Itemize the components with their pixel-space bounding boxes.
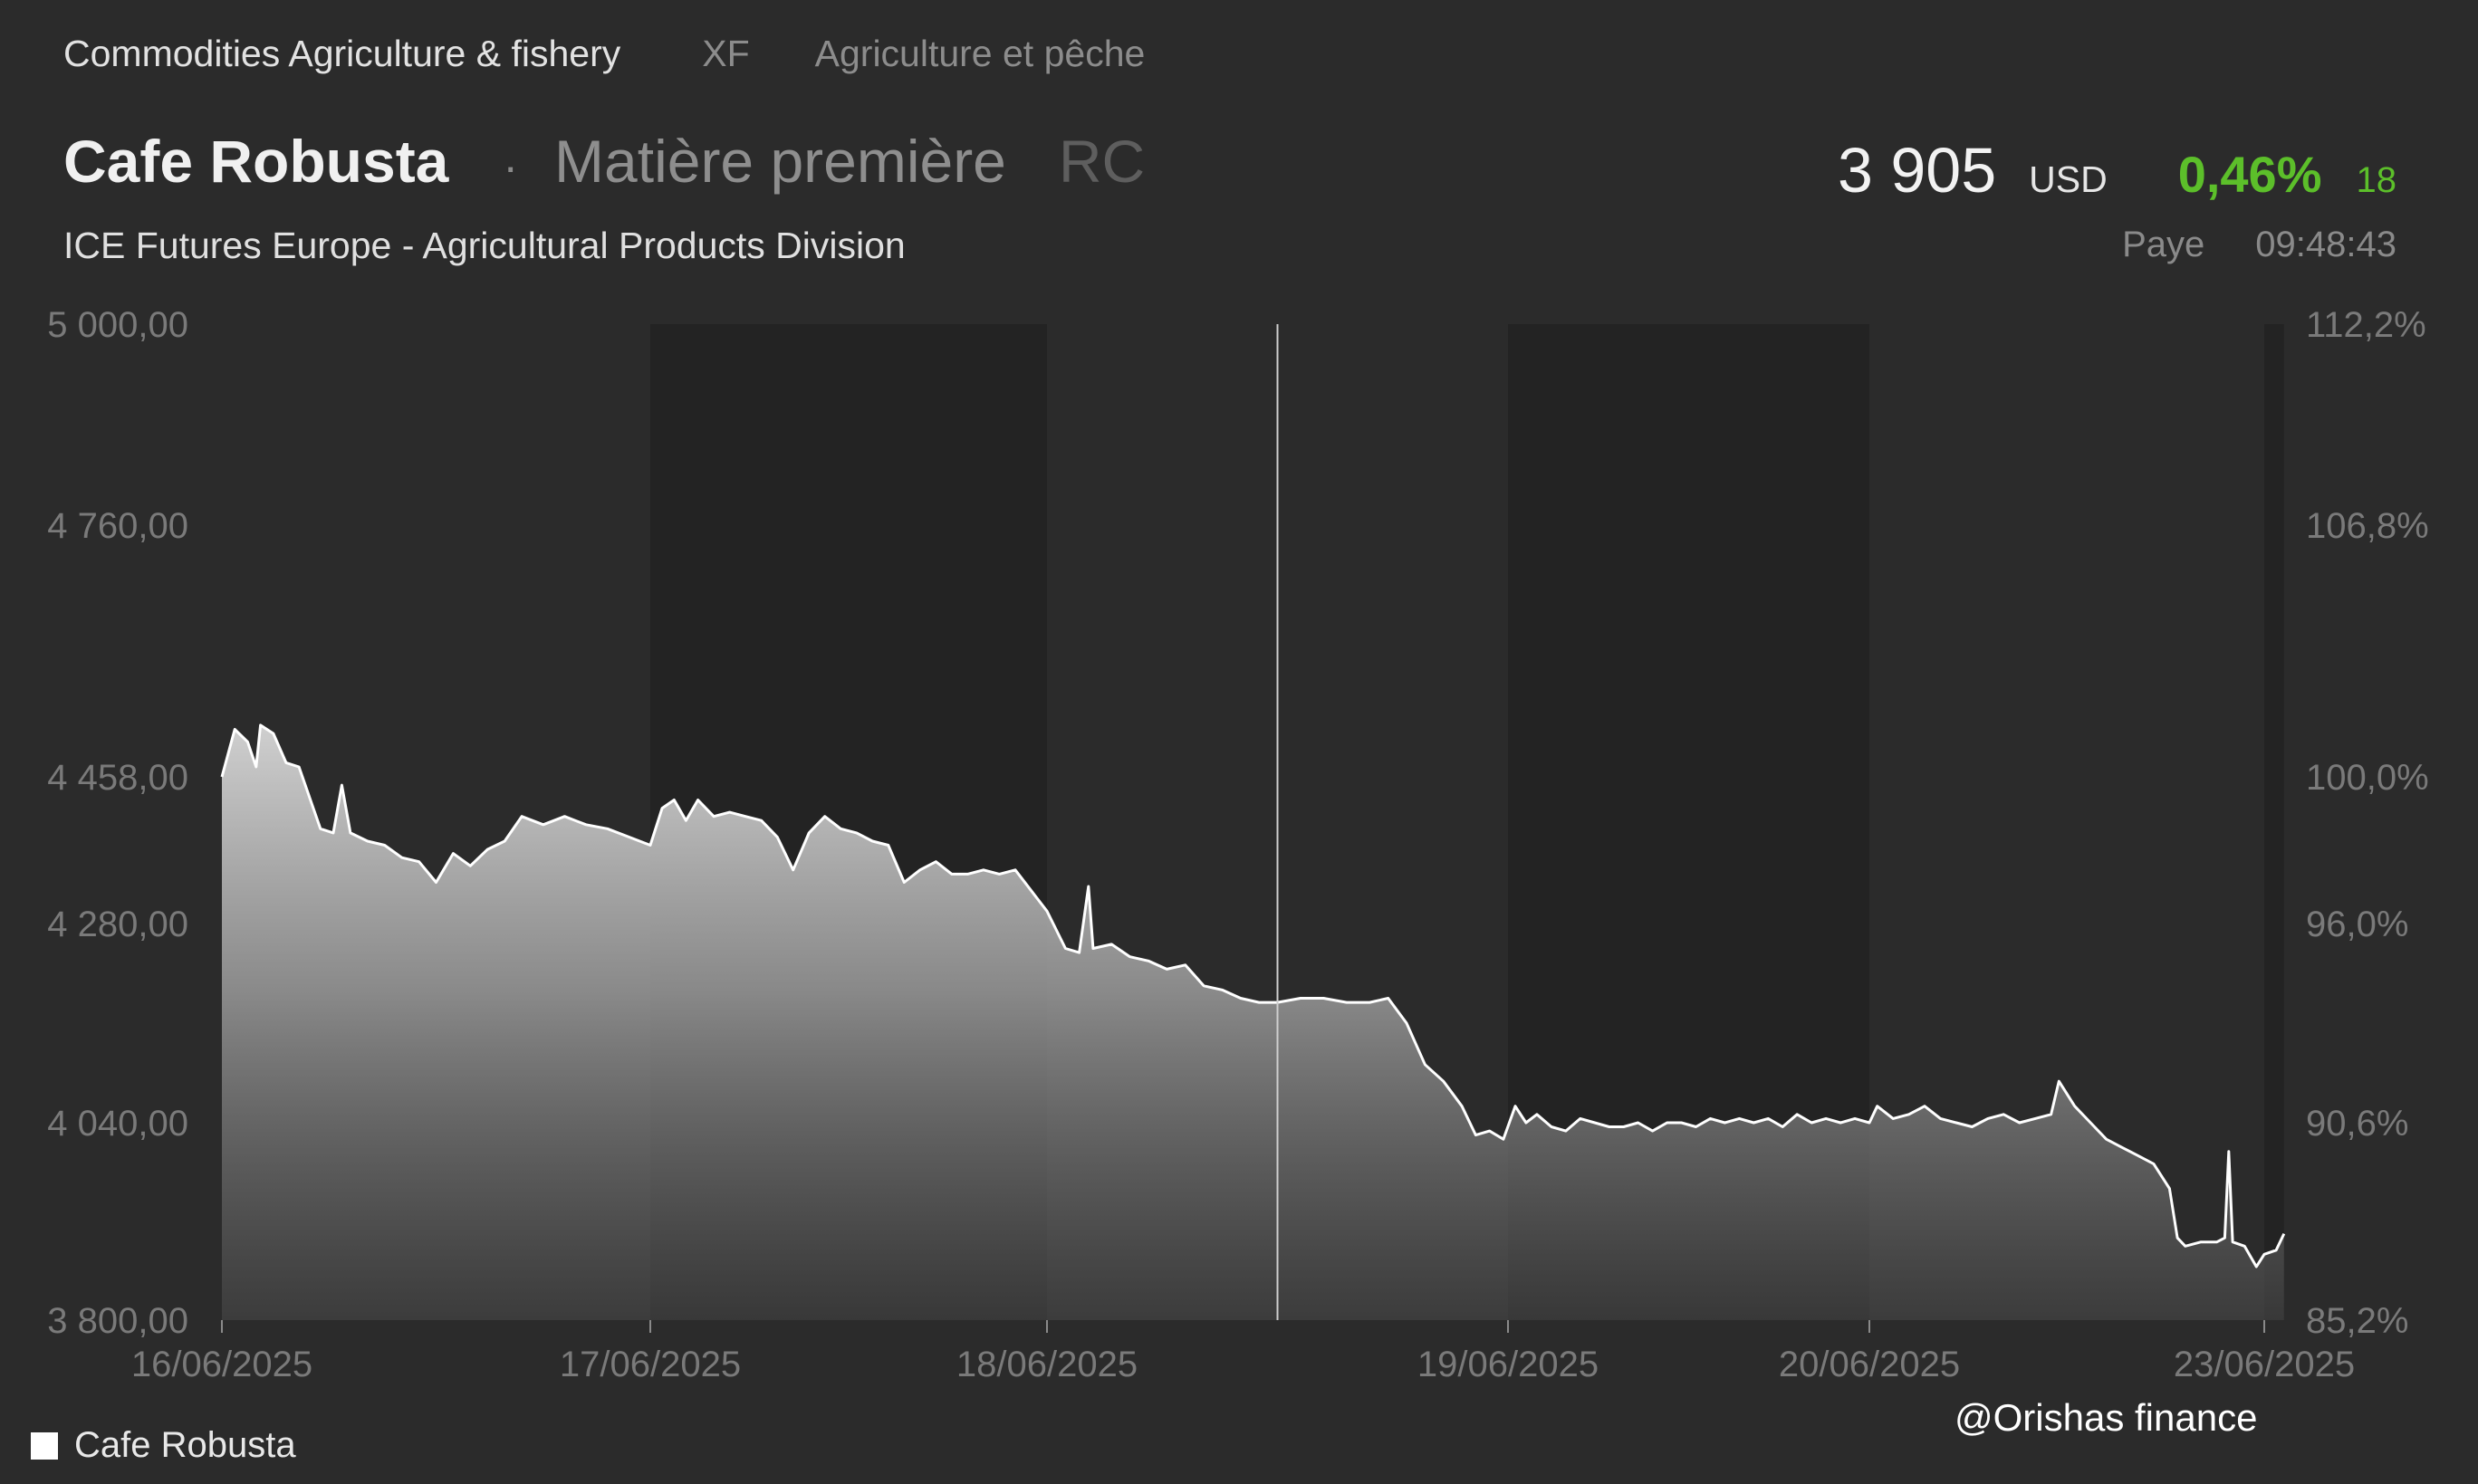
quote-time: 09:48:43 [2255,225,2396,264]
breadcrumb-category-fr[interactable]: Agriculture et pêche [814,33,1146,74]
last-price: 3 905 [1837,135,1997,206]
instrument-name: Cafe Robusta [63,128,449,195]
x-tick-label: 16/06/2025 [131,1345,312,1384]
y-tick-label: 4 458,00 [47,758,188,798]
quote-status-label: Paye [2122,225,2205,264]
y2-tick-label: 112,2% [2306,305,2426,345]
breadcrumb-code[interactable]: XF [702,33,750,74]
instrument-type: Matière première [554,128,1006,195]
change-percent: 0,46% [2177,146,2322,203]
legend-swatch [31,1431,58,1460]
breadcrumb-category[interactable]: Commodities Agriculture & fishery [63,33,621,74]
quote-panel: 3 905 USD 0,46% 18 [1838,134,2396,206]
y-tick-label: 4 040,00 [47,1104,188,1144]
instrument-header: Cafe Robusta · Matière première RC [63,127,1145,196]
y-tick-label: 4 760,00 [47,506,188,546]
exchange-name: ICE Futures Europe - Agricultural Produc… [63,225,906,266]
x-tick-label: 23/06/2025 [2174,1345,2355,1384]
y-tick-label: 5 000,00 [47,305,188,345]
currency: USD [2029,158,2108,200]
y2-tick-label: 90,6% [2306,1104,2408,1144]
price-line [220,723,2286,1269]
instrument-ticker: RC [1058,128,1146,195]
y2-tick-label: 85,2% [2306,1301,2408,1341]
y2-tick-label: 96,0% [2306,905,2408,944]
watermark: @Orishas finance [1955,1396,2258,1439]
y2-tick-label: 100,0% [2306,758,2429,798]
x-tick-label: 18/06/2025 [956,1345,1138,1384]
x-tick-label: 19/06/2025 [1417,1345,1599,1384]
change-absolute: 18 [2356,160,2397,200]
legend[interactable]: Cafe Robusta [31,1425,296,1466]
x-tick-label: 20/06/2025 [1779,1345,1960,1384]
quote-status: Paye 09:48:43 [2122,225,2396,265]
x-tick-label: 17/06/2025 [560,1345,741,1384]
y2-tick-label: 106,8% [2306,506,2429,546]
breadcrumb: Commodities Agriculture & fishery XF Agr… [63,33,1145,75]
session-band [2264,324,2284,1320]
price-area [222,724,2284,1320]
legend-label: Cafe Robusta [74,1425,296,1465]
y-tick-label: 4 280,00 [47,905,188,944]
y-tick-label: 3 800,00 [47,1301,188,1341]
title-separator: · [503,141,519,192]
